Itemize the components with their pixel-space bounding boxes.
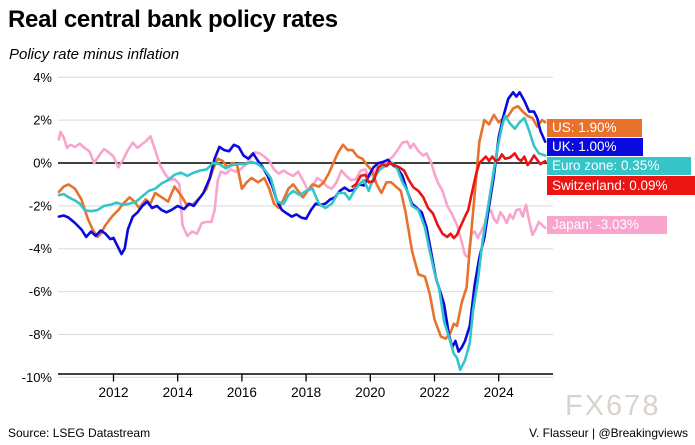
series-line-switzerland (351, 152, 547, 240)
legend-label-japan: Japan: -3.03% (547, 216, 667, 234)
legend-label-us: US: 1.90% (547, 119, 642, 137)
x-axis-tick-label: 2020 (355, 385, 385, 400)
author-credit: V. Flasseur | @Breakingviews (529, 426, 688, 440)
chart-subtitle: Policy rate minus inflation (9, 46, 180, 63)
x-axis-tick-label: 2018 (291, 385, 321, 400)
y-axis-tick-label: -10% (22, 370, 53, 385)
fx678-watermark: FX678 (565, 390, 661, 422)
y-axis-tick-label: -2% (29, 198, 53, 213)
y-axis-tick-label: 2% (33, 113, 52, 128)
series-line-uk (57, 91, 547, 353)
y-axis-tick-label: -6% (29, 284, 53, 299)
legend-label-uk: UK: 1.00% (547, 138, 643, 156)
series-line-euro-zone (57, 114, 547, 372)
x-axis-tick-label: 2016 (227, 385, 257, 400)
y-axis-tick-label: -8% (29, 327, 53, 342)
x-axis-tick-label: 2024 (484, 385, 515, 400)
series-line-us (57, 104, 547, 341)
x-axis-tick-label: 2014 (163, 385, 194, 400)
y-axis-tick-label: -4% (29, 241, 53, 256)
series-line-japan (57, 130, 547, 259)
x-axis-tick-label: 2022 (419, 385, 449, 400)
y-axis-tick-label: 4% (33, 70, 52, 85)
page-title: Real central bank policy rates (8, 6, 338, 33)
x-axis-tick-label: 2012 (98, 385, 128, 400)
legend-label-euro-zone: Euro zone: 0.35% (547, 157, 691, 175)
legend-label-switzerland: Switzerland: 0.09% (547, 176, 695, 195)
source-attribution: Source: LSEG Datastream (8, 426, 151, 440)
y-axis-tick-label: 0% (33, 156, 52, 171)
